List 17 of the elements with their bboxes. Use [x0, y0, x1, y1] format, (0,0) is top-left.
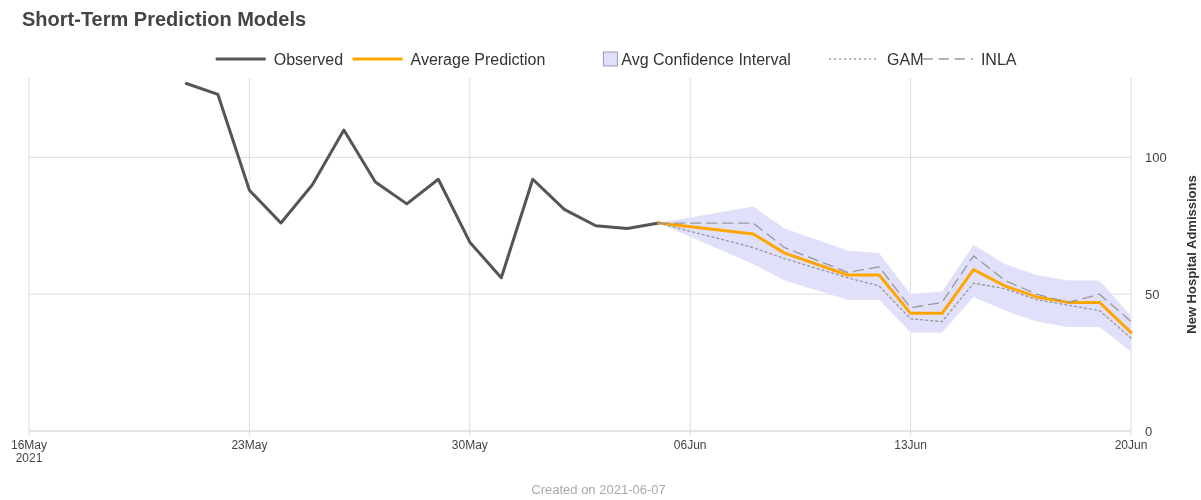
x-tick-label: 23May: [231, 438, 268, 452]
y-tick-label: 100: [1145, 150, 1167, 166]
legend-label: GAM: [887, 51, 924, 68]
chart-title: Short-Term Prediction Models: [22, 8, 307, 30]
legend-label: Avg Confidence Interval: [621, 51, 791, 68]
x-tick-label: 16May 2021: [10, 438, 48, 465]
x-tick-label: 06Jun: [673, 438, 707, 452]
x-tick-label: 20Jun: [1114, 438, 1148, 452]
y-tick-label: 0: [1145, 424, 1153, 439]
text: Created on 2021-06-07: [531, 482, 666, 497]
legend-label: Average Prediction: [410, 51, 546, 68]
legend-label: Observed: [273, 51, 344, 68]
y-tick-label: 50: [1145, 287, 1160, 303]
y-axis-title: New Hospital Admissions: [1184, 175, 1199, 334]
x-tick-label: 13Jun: [894, 438, 927, 452]
x-tick-label: 30May: [451, 438, 488, 452]
legend-label: INLA: [980, 51, 1017, 68]
